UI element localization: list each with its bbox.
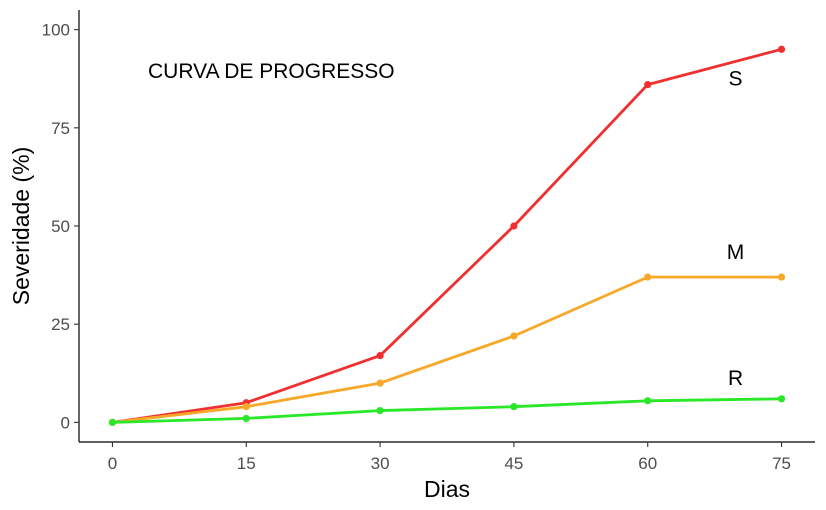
x-tick-label: 60 bbox=[638, 454, 657, 473]
series-label-r: R bbox=[728, 367, 743, 390]
y-ticks: 0 25 50 75 100 bbox=[42, 21, 79, 432]
y-tick-label: 25 bbox=[51, 315, 70, 334]
data-point-s bbox=[510, 222, 518, 230]
y-tick-label: 50 bbox=[51, 217, 70, 236]
x-tick-label: 30 bbox=[371, 454, 390, 473]
data-point-r bbox=[376, 406, 384, 415]
x-tick-label: 0 bbox=[108, 454, 117, 473]
data-point-m bbox=[644, 273, 652, 281]
chart-annotation: CURVA DE PROGRESSO bbox=[148, 60, 395, 83]
data-point-m bbox=[510, 332, 518, 340]
data-point-m bbox=[242, 403, 250, 411]
data-point-r bbox=[777, 395, 786, 403]
series-label-s: S bbox=[729, 67, 743, 90]
data-point-s bbox=[644, 81, 652, 89]
x-ticks: 0 15 30 45 60 75 bbox=[108, 442, 791, 473]
series-lines bbox=[111, 47, 783, 424]
series-line-r bbox=[111, 397, 783, 424]
data-point-r bbox=[510, 403, 518, 411]
data-point-r bbox=[242, 414, 250, 423]
series-label-m: M bbox=[727, 241, 745, 264]
x-axis-title: Dias bbox=[424, 476, 470, 502]
series-points bbox=[108, 45, 786, 426]
series-line-m bbox=[111, 275, 783, 424]
data-point-m bbox=[376, 379, 384, 387]
data-point-s bbox=[777, 45, 786, 53]
x-tick-label: 45 bbox=[504, 454, 523, 473]
data-point-m bbox=[777, 273, 786, 281]
series-line-s bbox=[111, 47, 783, 424]
y-tick-label: 0 bbox=[61, 413, 70, 432]
y-axis-title: Severidade (%) bbox=[8, 147, 34, 306]
data-point-r bbox=[644, 397, 652, 405]
y-tick-label: 75 bbox=[51, 119, 70, 138]
x-tick-label: 75 bbox=[772, 454, 791, 473]
x-tick-label: 15 bbox=[237, 454, 256, 473]
y-tick-label: 100 bbox=[42, 21, 70, 40]
data-point-s bbox=[376, 352, 384, 360]
series-labels: S M R bbox=[727, 67, 745, 390]
data-point-r bbox=[108, 418, 117, 426]
